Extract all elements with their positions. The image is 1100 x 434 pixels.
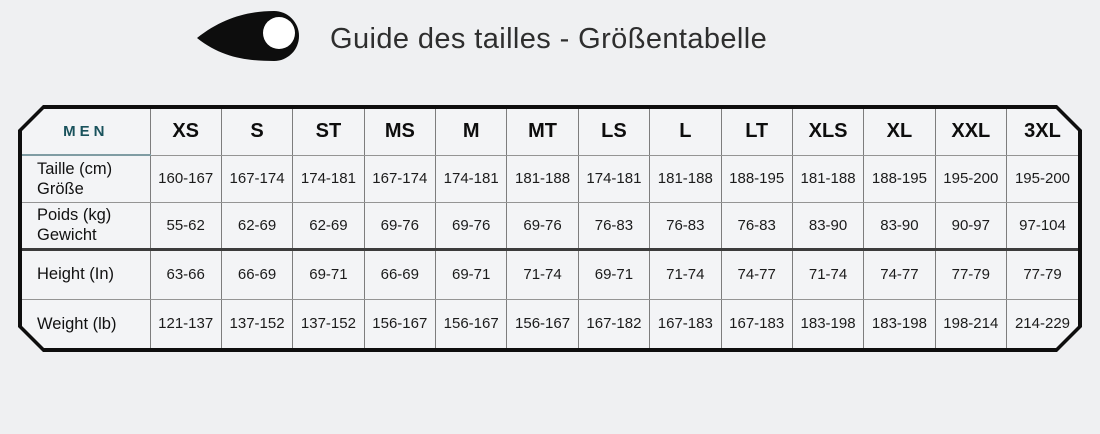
size-cell: 71-74 — [792, 249, 863, 299]
size-column-header: XS — [150, 109, 221, 155]
row-label: Taille (cm) Größe — [22, 155, 150, 202]
row-label-line: Poids (kg) — [37, 205, 112, 224]
size-cell: 62-69 — [221, 202, 292, 249]
size-header-row: MEN XS S ST MS M MT LS L LT XLS XL XXL 3… — [22, 109, 1078, 155]
size-cell: 181-188 — [650, 155, 721, 202]
size-cell: 69-71 — [578, 249, 649, 299]
size-cell: 198-214 — [935, 299, 1006, 348]
size-column-header: XXL — [935, 109, 1006, 155]
size-cell: 77-79 — [1007, 249, 1079, 299]
size-cell: 90-97 — [935, 202, 1006, 249]
size-cell: 167-183 — [650, 299, 721, 348]
size-cell: 214-229 — [1014, 315, 1071, 333]
size-table-frame: MEN XS S ST MS M MT LS L LT XLS XL XXL 3… — [18, 105, 1082, 352]
size-cell: 76-83 — [650, 202, 721, 249]
size-cell: 137-152 — [293, 299, 364, 348]
size-cell: 160-167 — [150, 155, 221, 202]
size-cell: 181-188 — [792, 155, 863, 202]
size-cell: 69-76 — [364, 202, 435, 249]
size-column-header: LT — [721, 109, 792, 155]
size-column-header: MT — [507, 109, 578, 155]
size-cell: 66-69 — [364, 249, 435, 299]
size-cell: 74-77 — [721, 249, 792, 299]
size-cell: 74-77 — [864, 249, 935, 299]
size-column-header: MS — [364, 109, 435, 155]
size-cell: 167-174 — [364, 155, 435, 202]
page-header: Guide des tailles - Größentabelle — [0, 0, 1100, 95]
size-cell: 183-198 — [864, 299, 935, 348]
row-label-line: Height (In) — [37, 265, 115, 284]
size-cell: 174-181 — [578, 155, 649, 202]
size-table-surface: MEN XS S ST MS M MT LS L LT XLS XL XXL 3… — [22, 109, 1078, 348]
size-cell: 137-152 — [221, 299, 292, 348]
size-cell: 167-183 — [721, 299, 792, 348]
size-column-header: XLS — [792, 109, 863, 155]
size-column-header: L — [650, 109, 721, 155]
size-cell: 183-198 — [792, 299, 863, 348]
table-row-weight-lb: Weight (lb) 121-137 137-152 137-152 156-… — [22, 299, 1078, 348]
size-cell: 69-71 — [436, 249, 507, 299]
row-label: Weight (lb) — [22, 299, 150, 348]
size-cell: 69-71 — [293, 249, 364, 299]
size-cell: 156-167 — [436, 299, 507, 348]
row-label-line: Taille (cm) — [37, 159, 113, 178]
size-cell: 63-66 — [150, 249, 221, 299]
size-cell: 69-76 — [507, 202, 578, 249]
size-cell: 62-69 — [293, 202, 364, 249]
size-cell: 83-90 — [792, 202, 863, 249]
size-cell: 181-188 — [507, 155, 578, 202]
size-cell: 174-181 — [293, 155, 364, 202]
teardrop-pointer-logo-icon — [197, 10, 300, 61]
size-cell: 195-200 — [935, 155, 1006, 202]
size-table: MEN XS S ST MS M MT LS L LT XLS XL XXL 3… — [22, 109, 1078, 348]
size-column-header: ST — [293, 109, 364, 155]
size-cell: 195-200 — [1007, 155, 1079, 202]
row-label-line: Gewicht — [37, 226, 97, 244]
size-cell: 174-181 — [436, 155, 507, 202]
size-cell: 121-137 — [150, 299, 221, 348]
size-cell: 76-83 — [721, 202, 792, 249]
table-row-height-cm: Taille (cm) Größe 160-167 167-174 174-18… — [22, 155, 1078, 202]
row-label-line: Größe — [37, 179, 84, 198]
size-cell: 71-74 — [650, 249, 721, 299]
row-label: Poids (kg) Gewicht — [22, 202, 150, 249]
size-cell: 156-167 — [364, 299, 435, 348]
size-column-header: LS — [578, 109, 649, 155]
size-cell: 69-76 — [436, 202, 507, 249]
size-cell: 97-104 — [1007, 202, 1079, 249]
size-column-header: 3XL — [1007, 109, 1079, 155]
size-cell: 188-195 — [721, 155, 792, 202]
size-column-header: S — [221, 109, 292, 155]
size-cell: 66-69 — [221, 249, 292, 299]
page-title: Guide des tailles - Größentabelle — [330, 22, 768, 55]
table-row-weight-kg: Poids (kg) Gewicht 55-62 62-69 62-69 69-… — [22, 202, 1078, 249]
size-cell: 71-74 — [507, 249, 578, 299]
table-row-height-in: Height (In) 63-66 66-69 69-71 66-69 69-7… — [22, 249, 1078, 299]
size-column-header: XL — [864, 109, 935, 155]
size-cell: 76-83 — [578, 202, 649, 249]
size-cell: 167-182 — [578, 299, 649, 348]
size-cell: 77-79 — [935, 249, 1006, 299]
row-label: Height (In) — [22, 249, 150, 299]
size-cell: 156-167 — [507, 299, 578, 348]
size-cell: 188-195 — [864, 155, 935, 202]
table-corner-label: MEN — [22, 109, 150, 155]
size-cell: 167-174 — [221, 155, 292, 202]
size-cell: 83-90 — [864, 202, 935, 249]
size-cell: 55-62 — [150, 202, 221, 249]
size-column-header: M — [436, 109, 507, 155]
row-label-line: Weight (lb) — [37, 314, 117, 333]
